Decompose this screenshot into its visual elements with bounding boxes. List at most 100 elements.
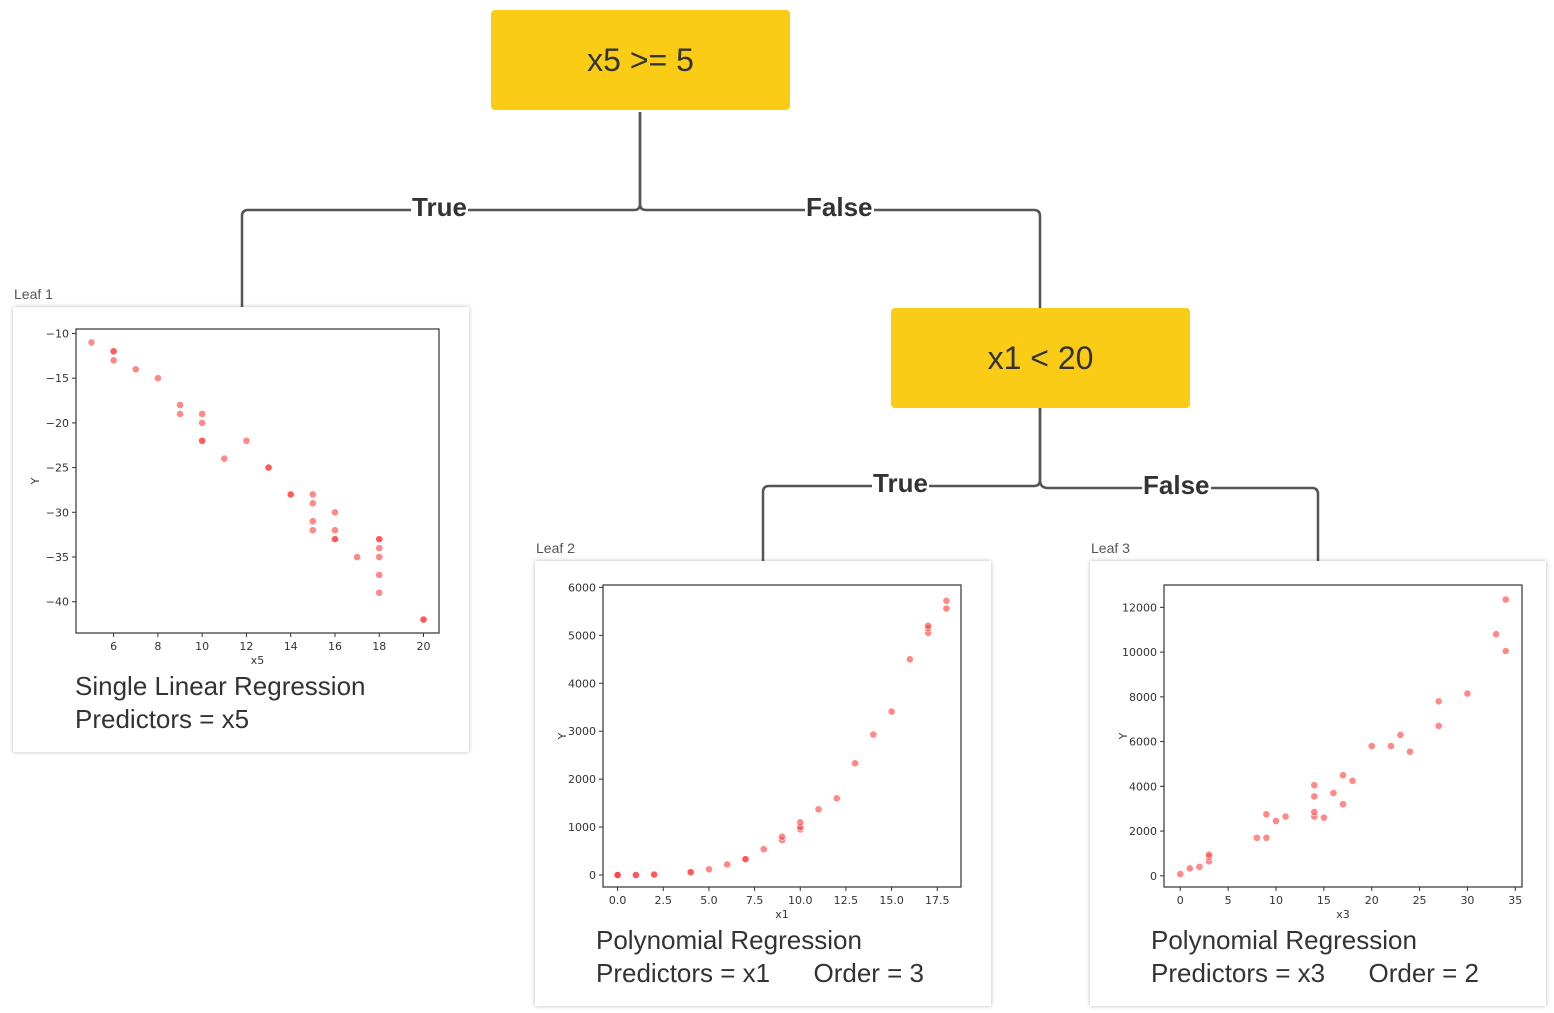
y-tick-label: 4000 — [568, 677, 596, 690]
y-tick-label: 5000 — [568, 629, 596, 642]
plot-frame — [75, 328, 440, 634]
data-point — [759, 845, 768, 854]
data-point — [1310, 792, 1319, 801]
data-point — [705, 865, 713, 874]
data-point — [220, 454, 229, 463]
data-point — [1367, 742, 1376, 750]
data-point — [308, 499, 317, 508]
x-tick-label: 7.5 — [746, 894, 764, 907]
data-point — [1205, 850, 1213, 859]
x-tick-label: 6 — [110, 640, 117, 653]
data-point — [308, 526, 317, 535]
x-tick-label: 10 — [195, 640, 209, 653]
y-axis-label: Y — [556, 732, 569, 740]
plot-frame — [1163, 584, 1523, 888]
y-tick-label: 10000 — [1122, 646, 1157, 659]
leaf-1-description-line-1: Single Linear Regression — [75, 671, 366, 701]
x-tick-label: 8 — [154, 640, 161, 653]
leaf-2-scatter-chart: 0.0 2.5 5.0 7.5 10.0 12.5 15.0 17.5 0 1000 2000 300… — [556, 581, 962, 921]
data-point — [1329, 789, 1338, 797]
y-tick-label: −20 — [46, 417, 69, 430]
branch-label-node2-false: False — [1142, 470, 1211, 500]
x-tick-label: 15 — [1317, 894, 1331, 907]
data-point — [1386, 742, 1395, 750]
x-tick-label: 35 — [1508, 894, 1522, 907]
branch-label-root-true: True — [411, 192, 468, 222]
x-tick-label: 0 — [1177, 894, 1184, 907]
data-point — [796, 818, 805, 827]
data-point — [131, 365, 140, 374]
data-point — [1262, 833, 1271, 842]
y-tick-label: 2000 — [568, 773, 596, 786]
x-tick-label: 0.0 — [609, 894, 627, 907]
leaf-3-caption: Leaf 3 — [1091, 540, 1130, 556]
data-point — [631, 871, 640, 879]
data-point — [905, 655, 914, 664]
data-point — [331, 508, 339, 517]
data-point — [353, 553, 362, 561]
y-tick-label: −25 — [46, 462, 69, 475]
data-point — [176, 401, 184, 409]
data-point — [650, 870, 659, 879]
data-point — [308, 517, 317, 526]
data-point — [375, 535, 384, 544]
node2-decision-label: x1 < 20 — [987, 339, 1094, 376]
y-tick-label: 4000 — [1129, 780, 1157, 793]
data-point — [176, 410, 184, 418]
branch-label-node2-true: True — [872, 468, 929, 498]
y-tick-label: 6000 — [1129, 736, 1157, 749]
root-decision-label: x5 >= 5 — [587, 41, 694, 78]
data-point — [613, 871, 622, 879]
y-tick-label: −10 — [46, 327, 69, 340]
x-tick-label: 14 — [284, 640, 298, 653]
y-tick-label: 6000 — [568, 581, 596, 594]
root-decision-node: x5 >= 5 — [491, 10, 790, 110]
x-tick-label: 12 — [239, 640, 253, 653]
y-tick-label: 12000 — [1122, 601, 1157, 614]
data-point — [741, 855, 750, 864]
y-tick-label: −35 — [46, 551, 69, 564]
data-point — [419, 615, 428, 624]
data-point — [109, 356, 118, 365]
y-tick-label: 0 — [1150, 870, 1157, 883]
data-point — [1406, 747, 1414, 756]
data-point — [1310, 808, 1319, 816]
data-point — [1185, 864, 1194, 873]
x-tick-label: 2.5 — [655, 894, 673, 907]
data-point — [1501, 647, 1510, 655]
data-point — [1176, 870, 1185, 878]
plot-frame — [602, 584, 962, 888]
data-point — [286, 490, 295, 499]
leaf-1-card: 6 8 10 12 14 16 18 20 −10 −15 −20 −25 −30 −35 −40 x5 Y S… — [13, 307, 469, 752]
data-point — [109, 347, 118, 356]
data-point — [1348, 776, 1357, 785]
x-tick-label: 5.0 — [700, 894, 718, 907]
y-axis-label: Y — [1117, 732, 1130, 740]
data-point — [1262, 810, 1271, 819]
data-point — [1310, 781, 1319, 790]
data-point — [375, 553, 384, 561]
data-point — [153, 374, 162, 383]
data-point — [375, 544, 384, 552]
y-axis-label: Y — [29, 477, 42, 485]
y-tick-label: 2000 — [1129, 825, 1157, 838]
data-point — [1319, 813, 1328, 822]
branch-label-root-false: False — [805, 192, 874, 222]
data-point — [832, 794, 841, 803]
leaf-1-caption: Leaf 1 — [14, 286, 53, 302]
data-point — [924, 621, 933, 630]
y-tick-label: 0 — [589, 869, 596, 882]
data-point — [331, 535, 339, 544]
data-point — [1195, 862, 1204, 871]
leaf-1-description-line-2: Predictors = x5 — [75, 704, 250, 734]
data-point — [198, 410, 207, 418]
x-tick-label: 25 — [1413, 894, 1427, 907]
node2-decision-node: x1 < 20 — [891, 308, 1190, 408]
data-point — [1339, 771, 1347, 780]
leaf-2-description-line-2: Predictors = x1 Order = 3 — [596, 958, 925, 988]
x-axis-label: x5 — [251, 654, 265, 667]
x-tick-label: 17.5 — [925, 894, 950, 907]
data-point — [942, 596, 951, 605]
x-tick-label: 10.0 — [788, 894, 813, 907]
x-tick-label: 12.5 — [834, 894, 859, 907]
